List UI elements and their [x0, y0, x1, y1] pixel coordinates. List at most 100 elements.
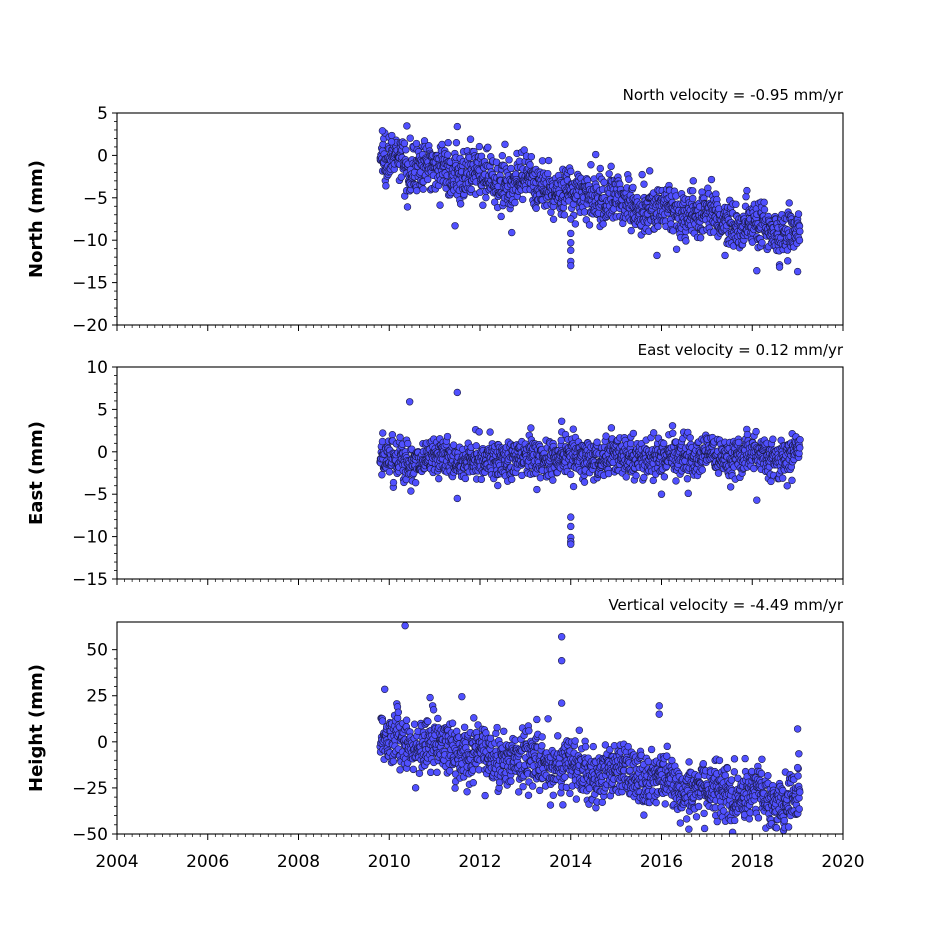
- east-axis-label: East (mm): [26, 421, 47, 525]
- data-point: [593, 438, 601, 446]
- data-point: [760, 205, 769, 214]
- data-point: [378, 437, 387, 446]
- y-tick-label: 5: [97, 104, 108, 124]
- x-tick-label: 2016: [640, 852, 683, 872]
- outlier-point: [592, 150, 600, 159]
- data-point: [775, 263, 784, 271]
- outlier-point: [557, 417, 566, 425]
- data-point: [672, 245, 681, 253]
- outlier-point: [426, 693, 434, 702]
- data-point: [632, 471, 640, 480]
- data-point: [754, 814, 763, 822]
- marker-layer: [376, 388, 804, 548]
- data-point: [758, 755, 766, 763]
- data-point: [627, 439, 635, 448]
- data-point: [402, 146, 410, 154]
- outlier-point: [557, 699, 566, 707]
- data-point: [607, 162, 615, 171]
- data-point: [561, 773, 569, 781]
- data-point: [683, 475, 692, 483]
- x-tick-label: 2006: [186, 852, 229, 872]
- outlier-point: [567, 246, 575, 255]
- outlier-point: [567, 239, 575, 247]
- data-point: [796, 788, 804, 796]
- data-point: [742, 193, 750, 201]
- panel-east: East velocity = 0.12 mm/yr East (mm) 105…: [26, 341, 844, 590]
- data-point: [514, 788, 523, 796]
- data-point: [443, 432, 452, 441]
- data-point: [772, 824, 781, 832]
- data-point: [685, 758, 693, 766]
- y-tick-label: −5: [83, 189, 108, 209]
- data-point: [475, 142, 484, 151]
- data-point: [400, 139, 409, 148]
- data-point: [638, 170, 646, 179]
- data-point: [649, 429, 658, 437]
- data-point: [785, 199, 793, 207]
- marker-layer: [376, 122, 804, 276]
- data-point: [625, 175, 633, 183]
- outlier-point: [405, 398, 414, 406]
- data-point: [796, 227, 804, 236]
- data-point: [734, 438, 743, 447]
- data-point: [696, 234, 705, 242]
- data-point: [460, 723, 469, 731]
- data-point: [685, 825, 693, 833]
- data-point: [409, 765, 418, 774]
- data-point: [424, 717, 432, 726]
- data-point: [783, 482, 791, 490]
- data-point: [571, 737, 579, 745]
- y-tick-label: 0: [97, 733, 108, 753]
- data-point: [713, 817, 721, 826]
- data-point: [571, 220, 580, 228]
- data-point: [549, 791, 557, 799]
- north-plot-area: 50−5−10−15−20: [72, 104, 844, 336]
- data-point: [519, 782, 527, 791]
- data-point: [743, 186, 751, 195]
- height-axis-label: Height (mm): [26, 664, 47, 792]
- data-point: [707, 175, 716, 184]
- data-point: [601, 741, 610, 749]
- data-point: [668, 422, 677, 430]
- y-tick-label: 0: [97, 146, 108, 166]
- data-point: [581, 743, 590, 751]
- data-point: [647, 745, 656, 754]
- y-tick-label: −5: [83, 485, 108, 505]
- data-point: [682, 237, 690, 245]
- data-point: [622, 473, 630, 481]
- data-point: [527, 153, 536, 161]
- data-point: [682, 815, 691, 823]
- outlier-point: [567, 229, 575, 238]
- data-point: [525, 727, 533, 735]
- data-point: [778, 474, 787, 482]
- outlier-point: [567, 261, 575, 270]
- data-point: [730, 768, 739, 776]
- data-point: [640, 811, 648, 819]
- marker-layer: [376, 621, 804, 834]
- data-point: [602, 432, 610, 440]
- data-point: [493, 723, 501, 732]
- outlier-point: [793, 725, 802, 733]
- y-tick-label: 25: [86, 687, 108, 707]
- data-point: [728, 828, 737, 834]
- data-point: [498, 151, 507, 160]
- outlier-point: [387, 138, 396, 146]
- data-point: [378, 471, 386, 479]
- data-point: [629, 429, 638, 438]
- data-point: [404, 439, 412, 448]
- data-point: [508, 475, 516, 484]
- data-point: [730, 816, 739, 825]
- data-point: [684, 489, 692, 498]
- data-point: [538, 733, 546, 741]
- outlier-point: [657, 490, 666, 498]
- outlier-point: [508, 228, 516, 237]
- outlier-point: [653, 251, 661, 260]
- vertical-velocity-title: Vertical velocity = -4.49 mm/yr: [608, 596, 843, 614]
- outlier-point: [567, 215, 575, 223]
- data-point: [533, 485, 541, 494]
- data-point: [511, 198, 519, 207]
- data-point: [500, 727, 508, 735]
- data-point: [406, 134, 414, 142]
- x-tick-label: 2018: [731, 852, 774, 872]
